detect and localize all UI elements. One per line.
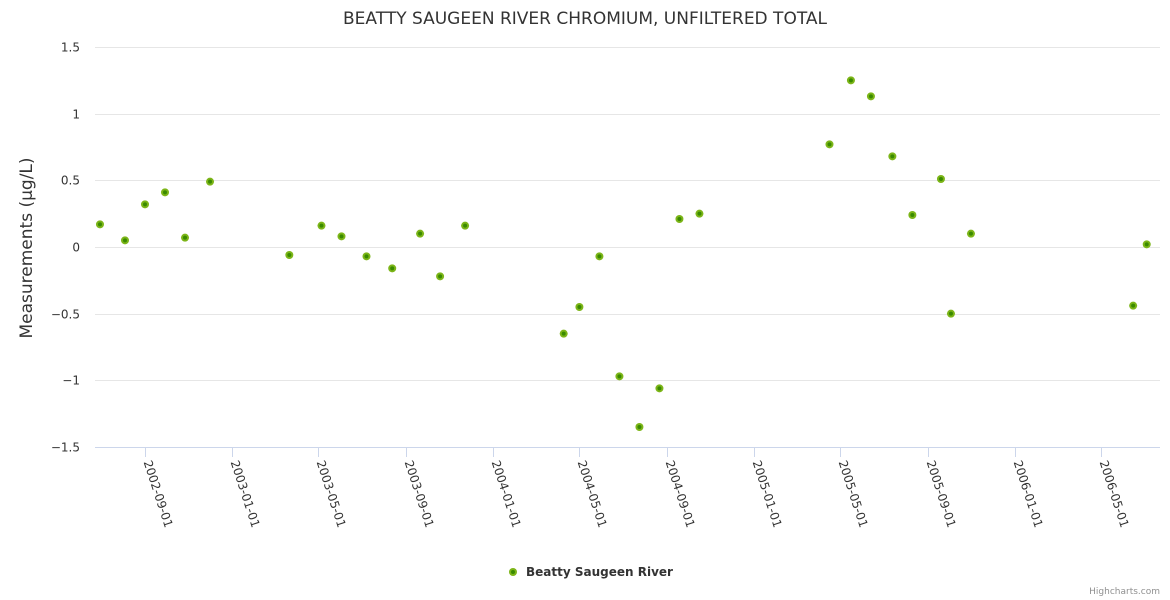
x-tick-label: 2002-09-01 [141,459,176,530]
series-beatty-saugeen-river [95,76,1151,431]
data-point-core [122,238,127,243]
data-point-core [677,217,682,221]
x-tick-label: 2005-05-01 [836,459,871,530]
y-tick-label: −0.5 [51,308,80,322]
credits-link[interactable]: Highcharts.com [1089,587,1160,597]
data-point[interactable] [337,232,346,241]
data-point-core [827,142,832,147]
data-point[interactable] [559,329,568,338]
data-point-core [657,386,662,391]
data-point-core [938,177,943,181]
data-point-core [183,235,188,240]
data-point[interactable] [966,229,975,238]
data-point-core [287,253,292,257]
x-tick-label: 2003-09-01 [402,459,437,530]
y-axis-tick-labels: 1.5 1 0.5 0 −0.5 −1 −1.5 [51,41,80,455]
y-tick-label: 1.5 [61,41,80,55]
data-point-core [577,305,582,309]
data-point-core [339,234,344,239]
data-point-core [890,154,895,159]
data-point[interactable] [635,423,644,431]
x-tick-label: 2003-05-01 [314,459,349,530]
data-point-core [1144,242,1149,247]
data-point[interactable] [936,175,945,183]
legend-item-beatty-saugeen-river[interactable]: Beatty Saugeen River [526,565,673,579]
data-point-core [463,223,468,228]
data-point-core [637,425,642,429]
data-point[interactable] [141,200,149,209]
data-point[interactable] [120,236,129,245]
legend-marker-inner [511,570,515,574]
y-axis-title: Measurements (μg/L) [17,157,37,338]
legend[interactable]: Beatty Saugeen River [509,565,673,579]
data-point[interactable] [436,272,445,281]
data-point[interactable] [388,264,397,273]
gridlines [95,47,1160,381]
x-axis-ticks: 2002-09-01 2003-01-01 2003-05-01 2003-09-01… [141,447,1132,529]
x-tick-label: 2006-01-01 [1011,459,1046,530]
data-point-core [163,190,168,195]
y-tick-label: −1 [62,374,80,388]
y-tick-label: 0.5 [61,174,80,188]
data-point[interactable] [461,221,470,230]
data-point[interactable] [181,233,190,242]
y-tick-label: −1.5 [51,441,80,455]
data-point-core [438,274,443,279]
data-point[interactable] [1142,240,1151,249]
chart-title: BEATTY SAUGEEN RIVER CHROMIUM, UNFILTERE… [343,9,827,29]
data-point[interactable] [95,220,104,229]
data-point[interactable] [866,92,875,101]
x-tick-label: 2004-05-01 [575,459,610,530]
data-point[interactable] [825,140,834,149]
data-point[interactable] [946,309,955,318]
data-point[interactable] [888,152,897,161]
data-point-core [597,254,602,259]
data-point[interactable] [575,303,584,311]
x-tick-label: 2004-09-01 [663,459,698,530]
x-tick-label: 2004-01-01 [489,459,524,530]
data-point-core [968,231,973,236]
data-point-core [364,254,369,259]
x-tick-label: 2005-01-01 [750,459,785,530]
data-point-core [697,211,702,216]
data-point[interactable] [695,209,704,218]
x-tick-label: 2003-01-01 [228,459,263,530]
y-tick-label: 1 [72,108,80,122]
data-point[interactable] [317,221,326,230]
data-point[interactable] [655,384,664,393]
data-point-core [208,179,213,184]
data-point-core [319,223,324,228]
data-point[interactable] [416,229,425,238]
data-point-core [97,222,102,227]
data-point[interactable] [908,211,917,219]
data-point-core [143,202,147,207]
data-point-core [848,78,853,83]
data-point[interactable] [206,177,215,186]
data-point[interactable] [285,251,294,259]
data-point-core [561,331,566,336]
data-point[interactable] [846,76,855,85]
data-point[interactable] [161,188,170,197]
data-point-core [390,266,395,271]
data-point[interactable] [595,252,604,261]
data-point-core [868,94,873,99]
x-tick-label: 2005-09-01 [924,459,959,530]
x-tick-label: 2006-05-01 [1097,459,1132,530]
data-point-core [617,374,622,379]
data-point[interactable] [675,215,684,223]
data-point[interactable] [1129,301,1138,310]
data-point[interactable] [615,372,624,381]
data-point-core [418,231,423,236]
data-point-core [910,213,915,217]
data-point[interactable] [362,252,371,261]
data-point-core [1131,303,1136,308]
y-tick-label: 0 [72,241,80,255]
data-point-core [948,311,953,316]
